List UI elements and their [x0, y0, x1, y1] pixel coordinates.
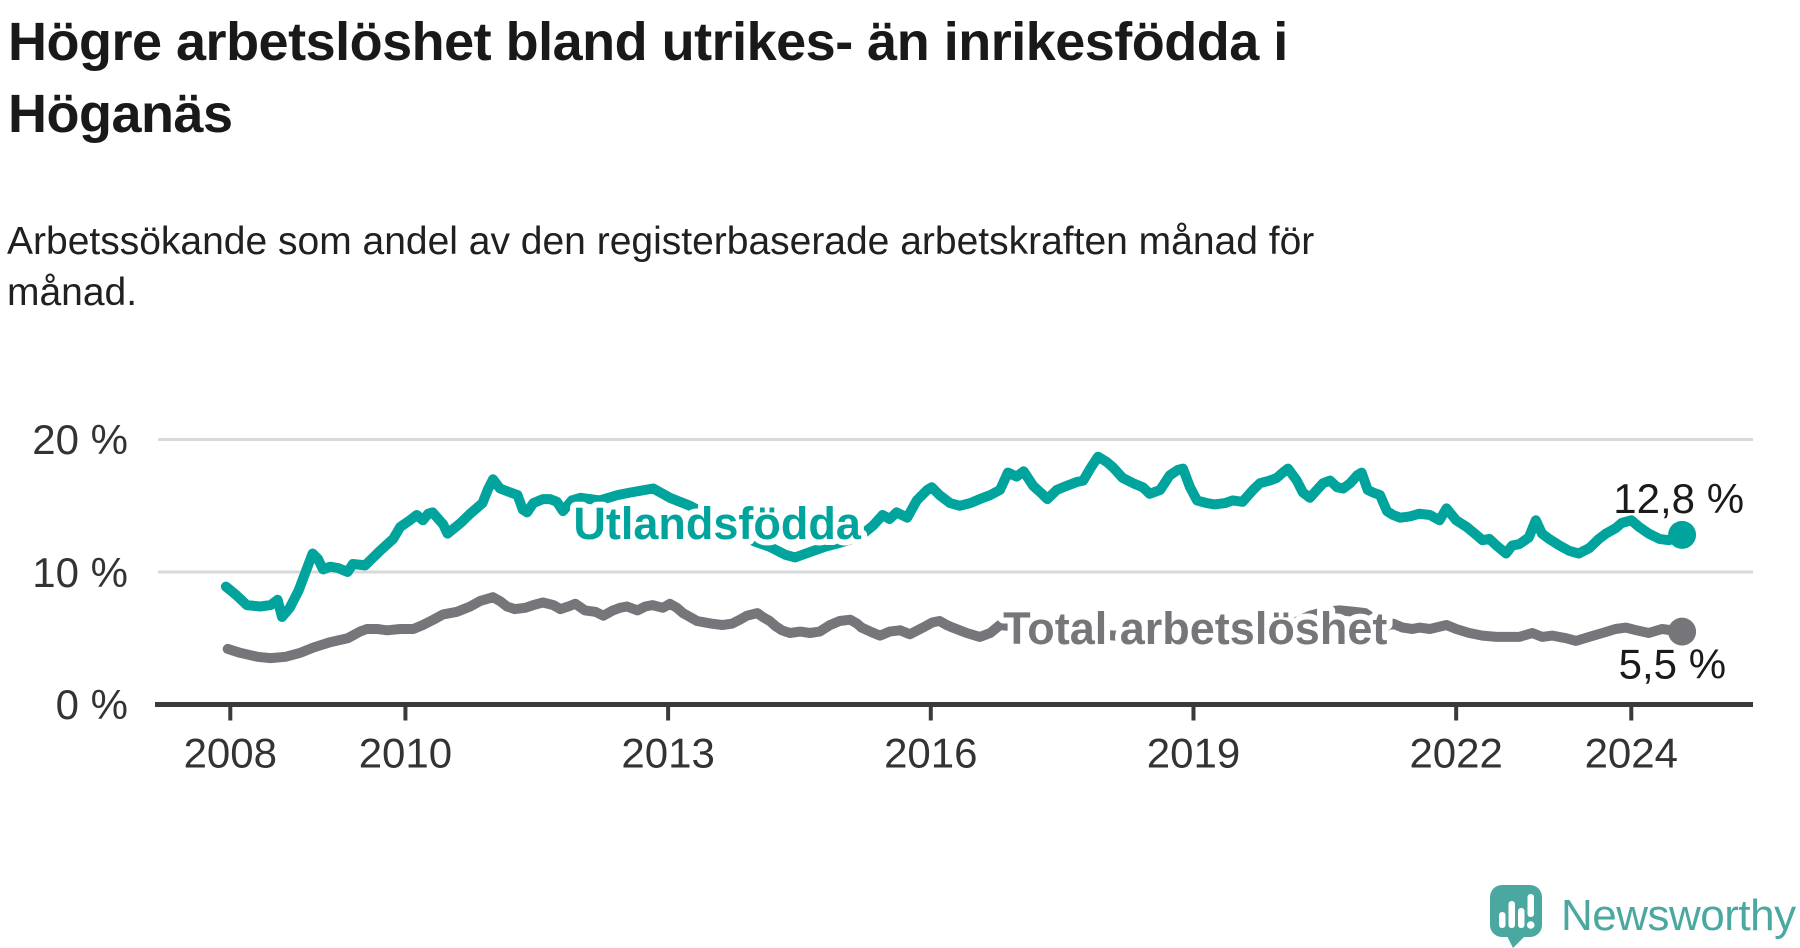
y-axis-labels: 0 % 10 % 20 %	[32, 416, 128, 728]
series-label-utlandsfodda: Utlandsfödda	[573, 498, 861, 549]
x-tick-label-2022: 2022	[1409, 730, 1502, 777]
series-label-total-arbetsloshet: Total arbetslöshet	[1003, 603, 1387, 654]
x-tick-label-2013: 2013	[621, 730, 714, 777]
chart-subtitle: Arbetssökande som andel av den registerb…	[7, 216, 1767, 319]
x-tick-label-2008: 2008	[184, 730, 277, 777]
gridlines	[158, 438, 1753, 574]
newsworthy-wordmark: Newsworthy	[1561, 891, 1796, 940]
series-endpoint-dot-utlandsfodda	[1668, 520, 1697, 549]
chart-subtitle-line2: månad.	[7, 271, 138, 315]
page-title-line1: Högre arbetslöshet bland utrikes- än inr…	[8, 12, 1288, 72]
x-tick-label-2010: 2010	[359, 730, 452, 777]
series-line-total-arbetsloshet	[222, 592, 1688, 664]
page-title-line2: Höganäs	[8, 84, 233, 145]
series-line-utlandsfodda	[220, 451, 1688, 622]
x-axis-ticks	[228, 706, 1634, 721]
newsworthy-logo: Newsworthy	[1489, 884, 1796, 948]
chart-subtitle-line1: Arbetssökande som andel av den registerb…	[7, 220, 1315, 263]
end-value-label-utlandsfodda: 12,8 %	[1613, 475, 1744, 522]
page-title: Högre arbetslöshet bland utrikes- än inr…	[8, 6, 1768, 151]
x-tick-label-2019: 2019	[1147, 730, 1240, 777]
x-tick-label-2016: 2016	[884, 730, 977, 777]
newsworthy-icon	[1490, 885, 1542, 948]
y-tick-label-10: 10 %	[32, 549, 128, 596]
series-endpoint-dot-total	[1668, 617, 1697, 646]
x-axis-tick-labels: 2008 2010 2013 2016 2019 2022 2024	[184, 730, 1678, 777]
x-tick-label-2024: 2024	[1585, 730, 1678, 777]
y-tick-label-0: 0 %	[56, 681, 128, 728]
y-tick-label-20: 20 %	[32, 416, 128, 463]
end-value-label-total: 5,5 %	[1619, 641, 1726, 688]
